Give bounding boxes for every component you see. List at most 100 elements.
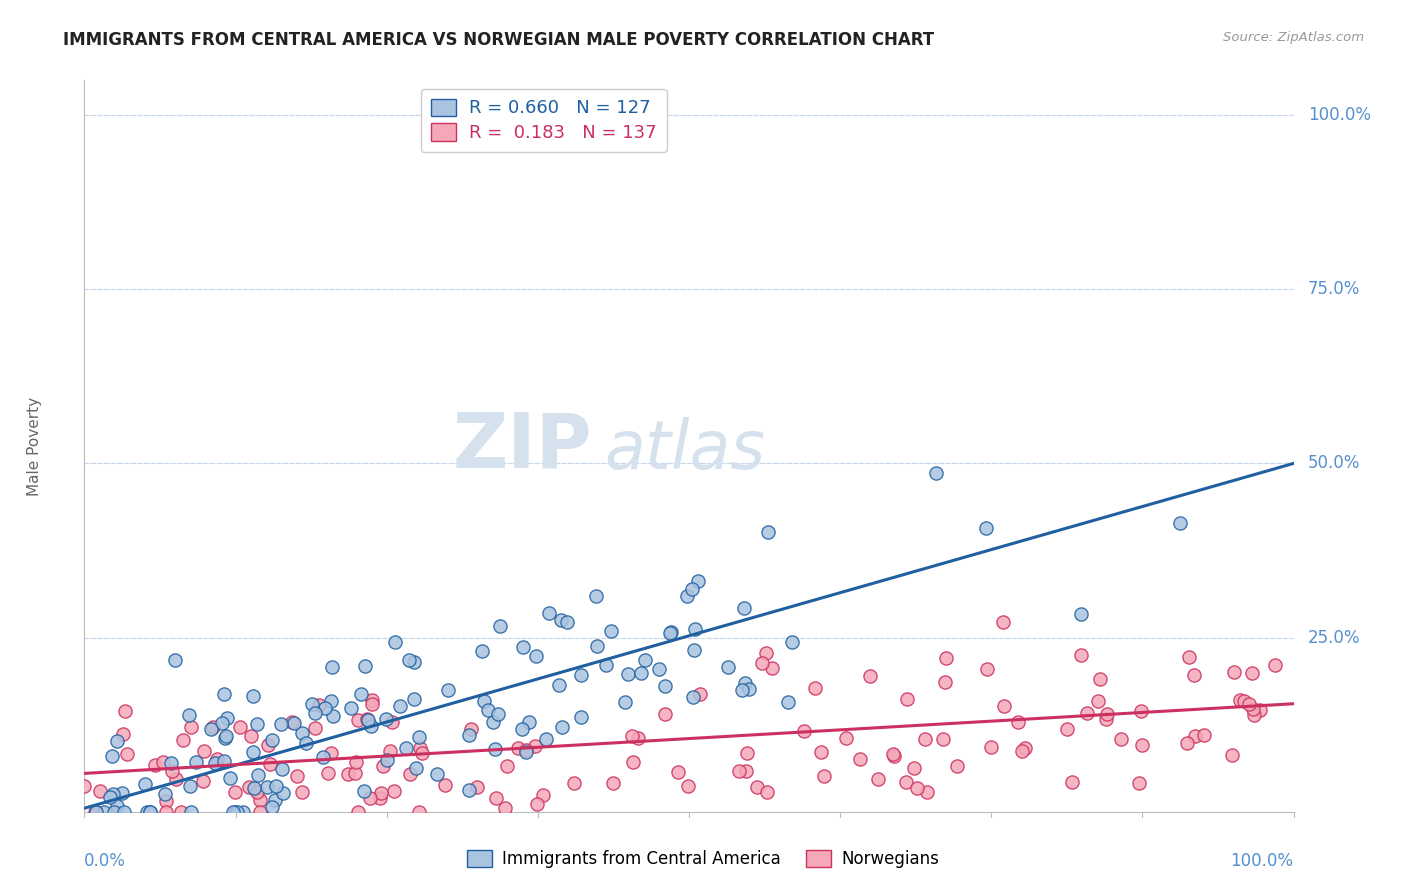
Point — [291, 785, 314, 799]
Point — [143, 757, 166, 772]
Point — [193, 744, 215, 758]
Point — [585, 639, 607, 653]
Point — [627, 731, 650, 745]
Point — [551, 720, 574, 734]
Point — [89, 784, 111, 798]
Point — [1264, 658, 1286, 673]
Point — [666, 764, 689, 779]
Point — [728, 764, 751, 779]
Point — [270, 717, 292, 731]
Point — [481, 714, 503, 729]
Point — [93, 805, 115, 819]
Point — [946, 759, 969, 773]
Point — [357, 713, 380, 727]
Point — [755, 785, 778, 799]
Point — [524, 649, 547, 664]
Point — [686, 574, 709, 589]
Point — [114, 704, 136, 718]
Point — [457, 728, 479, 742]
Point — [571, 668, 593, 682]
Point — [346, 805, 368, 819]
Point — [382, 783, 405, 797]
Point — [515, 742, 537, 756]
Point — [1070, 648, 1092, 663]
Point — [322, 708, 344, 723]
Point — [165, 772, 187, 786]
Point — [409, 740, 432, 755]
Point — [882, 747, 904, 761]
Point — [682, 642, 704, 657]
Point — [384, 634, 406, 648]
Point — [301, 698, 323, 712]
Point — [780, 635, 803, 649]
Point — [162, 764, 184, 779]
Point — [246, 716, 269, 731]
Point — [336, 767, 359, 781]
Point — [314, 700, 336, 714]
Point — [1128, 776, 1150, 790]
Point — [470, 644, 492, 658]
Point — [676, 779, 699, 793]
Point — [395, 740, 418, 755]
Point — [634, 653, 657, 667]
Point — [101, 787, 124, 801]
Point — [398, 653, 420, 667]
Point — [494, 801, 516, 815]
Point — [214, 731, 236, 745]
Point — [339, 701, 361, 715]
Point — [111, 786, 134, 800]
Point — [152, 755, 174, 769]
Point — [835, 731, 858, 746]
Point — [534, 732, 557, 747]
Point — [242, 744, 264, 758]
Point — [321, 660, 343, 674]
Point — [291, 726, 314, 740]
Point — [215, 729, 238, 743]
Point — [155, 805, 177, 819]
Point — [737, 746, 759, 760]
Point — [215, 711, 238, 725]
Point — [264, 779, 287, 793]
Point — [312, 749, 335, 764]
Point — [1087, 694, 1109, 708]
Point — [915, 785, 938, 799]
Point — [350, 687, 373, 701]
Point — [747, 780, 769, 795]
Point — [380, 744, 402, 758]
Point — [905, 780, 928, 795]
Text: 100.0%: 100.0% — [1230, 852, 1294, 870]
Point — [1014, 741, 1036, 756]
Point — [370, 786, 392, 800]
Point — [689, 687, 711, 701]
Point — [224, 805, 246, 819]
Point — [374, 712, 396, 726]
Point — [804, 681, 827, 695]
Point — [283, 715, 305, 730]
Point — [731, 682, 754, 697]
Point — [155, 794, 177, 808]
Point — [868, 772, 890, 786]
Point — [399, 767, 422, 781]
Point — [903, 761, 925, 775]
Point — [170, 805, 193, 819]
Point — [1109, 732, 1132, 747]
Point — [614, 695, 637, 709]
Point — [408, 730, 430, 744]
Point — [304, 706, 326, 720]
Point — [489, 618, 512, 632]
Text: 100.0%: 100.0% — [1308, 106, 1371, 124]
Point — [1095, 706, 1118, 721]
Point — [517, 715, 540, 730]
Point — [83, 805, 105, 819]
Point — [105, 798, 128, 813]
Text: 50.0%: 50.0% — [1308, 454, 1361, 473]
Point — [262, 733, 284, 747]
Point — [101, 749, 124, 764]
Point — [202, 720, 225, 734]
Point — [242, 689, 264, 703]
Point — [550, 613, 572, 627]
Point — [246, 767, 269, 781]
Point — [1177, 736, 1199, 750]
Point — [496, 759, 519, 773]
Point — [648, 662, 671, 676]
